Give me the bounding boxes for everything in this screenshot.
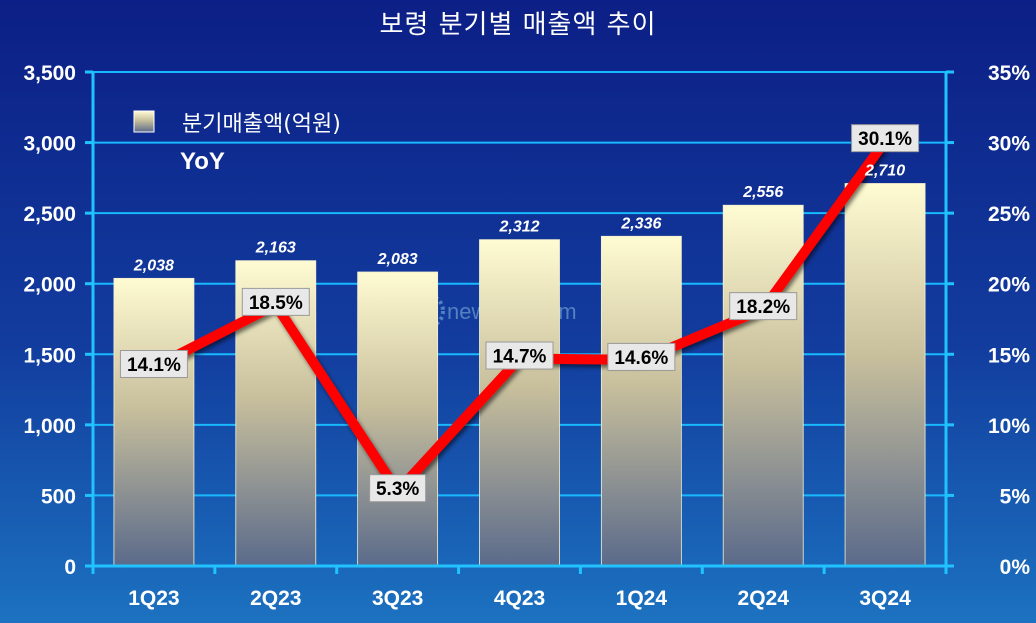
bar-3Q24 xyxy=(844,183,926,567)
yoy-label-1Q23: 14.1% xyxy=(119,349,188,378)
x-tick-label: 4Q23 xyxy=(494,587,545,610)
y-right-tick-label: 10% xyxy=(988,415,1030,438)
bar-4Q23 xyxy=(479,239,560,567)
yoy-label-box xyxy=(729,292,798,321)
yoy-label-3Q23: 5.3% xyxy=(369,474,427,503)
y-left-tick-label: 1,500 xyxy=(23,344,76,367)
bar-value-label: 2,336 xyxy=(620,215,661,232)
bar-value-label: 2,556 xyxy=(742,184,783,201)
y-left-tick-label: 3,500 xyxy=(23,62,76,85)
axes: 0 500 1,000 1,500 2,000 2,500 3,000 3,500 0% 5% 10… xyxy=(23,62,1030,610)
bar-1Q23 xyxy=(113,277,195,567)
bar-value-label: 2,163 xyxy=(255,240,296,257)
y-right-tick-label: 30% xyxy=(988,133,1030,156)
y-left-tick-label: 2,500 xyxy=(23,203,76,226)
yoy-label-1Q24: 14.6% xyxy=(607,342,676,371)
yoy-label-box xyxy=(369,474,427,503)
legend-line-label: YoY xyxy=(180,148,225,175)
yoy-value-label: 18.5% xyxy=(249,293,303,314)
yoy-label-box xyxy=(119,349,188,378)
y-right-tick-label: 35% xyxy=(988,62,1030,85)
legend: 분기매출액(억원) YoY xyxy=(130,110,341,175)
yoy-label-2Q23: 18.5% xyxy=(241,287,310,316)
yoy-value-label: 14.6% xyxy=(614,348,668,369)
y-right-tick-label: 25% xyxy=(988,203,1030,226)
yoy-label-4Q23: 14.7% xyxy=(485,341,554,370)
yoy-value-label: 14.7% xyxy=(493,347,547,368)
x-tick-label: 2Q24 xyxy=(738,587,790,610)
bar-value-label: 2,083 xyxy=(377,251,418,268)
legend-bar-label: 분기매출액(억원) xyxy=(182,112,341,137)
yoy-label-3Q24: 30.1% xyxy=(851,124,920,153)
x-tick-label: 2Q23 xyxy=(250,587,301,610)
y-right-tick-label: 15% xyxy=(988,344,1030,367)
yoy-label-2Q24: 18.2% xyxy=(729,292,798,321)
y-left-tick-label: 0 xyxy=(64,556,76,579)
y-left-tick-label: 500 xyxy=(41,485,76,508)
x-tick-label: 1Q23 xyxy=(128,587,179,610)
bar-value-label: 2,710 xyxy=(864,163,905,180)
y-right-tick-label: 20% xyxy=(988,274,1030,297)
yoy-label-box xyxy=(485,341,554,370)
chart-title: 보령 분기별 매출액 추이 xyxy=(379,10,657,40)
yoy-label-box xyxy=(851,124,920,153)
y-left-tick-label: 3,000 xyxy=(23,133,76,156)
y-right-tick-label: 5% xyxy=(1000,485,1031,508)
bar-1Q24 xyxy=(600,235,682,567)
yoy-label-box xyxy=(607,342,676,371)
yoy-value-label: 14.1% xyxy=(127,355,181,376)
y-left-tick-label: 2,000 xyxy=(23,274,76,297)
y-left-tick-label: 1,000 xyxy=(23,415,76,438)
x-tick-label: 3Q24 xyxy=(859,587,911,610)
bar-series xyxy=(113,183,926,567)
yoy-value-label: 30.1% xyxy=(858,129,912,150)
yoy-value-label: 5.3% xyxy=(376,479,419,500)
data-labels: 2,038 2,163 2,083 2,312 2,336 2,556 2,710 14.1%… xyxy=(119,124,920,503)
x-tick-label: 1Q24 xyxy=(616,587,668,610)
y-right-tick-label: 0% xyxy=(1000,556,1031,579)
x-tick-label: 3Q23 xyxy=(372,587,423,610)
bar-value-label: 2,312 xyxy=(498,219,539,236)
legend-bar-swatch xyxy=(133,110,155,133)
bar-3Q23 xyxy=(357,271,439,567)
yoy-value-label: 18.2% xyxy=(736,297,790,318)
yoy-label-box xyxy=(241,287,310,316)
bar-2Q24 xyxy=(722,204,804,567)
bar-value-label: 2,038 xyxy=(133,257,174,274)
